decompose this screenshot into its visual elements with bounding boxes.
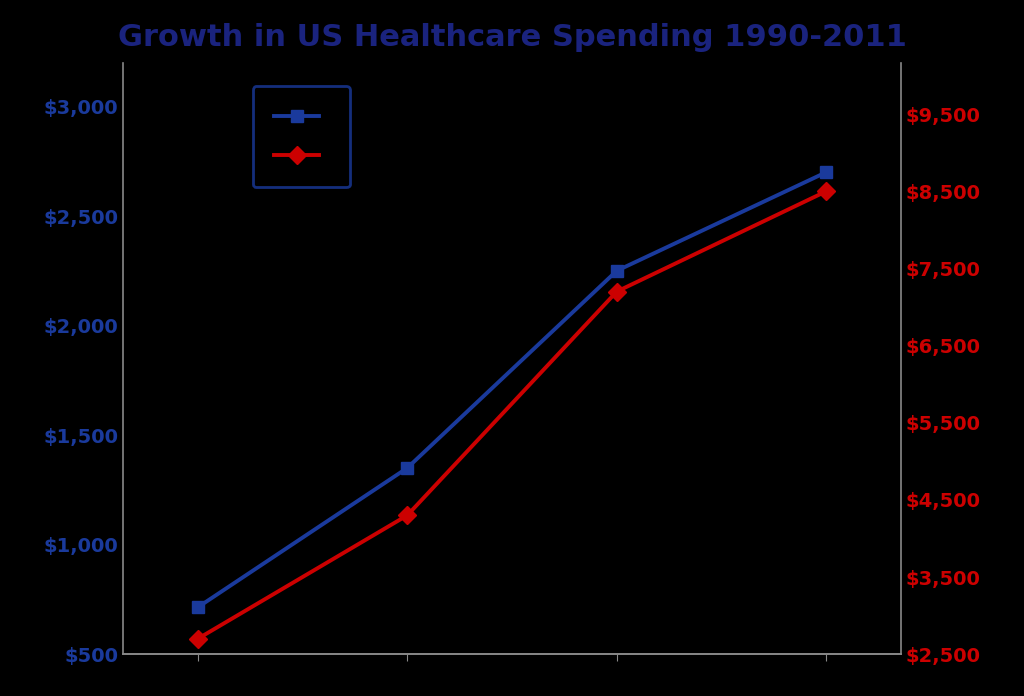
Title: Growth in US Healthcare Spending 1990-2011: Growth in US Healthcare Spending 1990-20… [118, 23, 906, 52]
Legend: , : , [253, 86, 350, 187]
